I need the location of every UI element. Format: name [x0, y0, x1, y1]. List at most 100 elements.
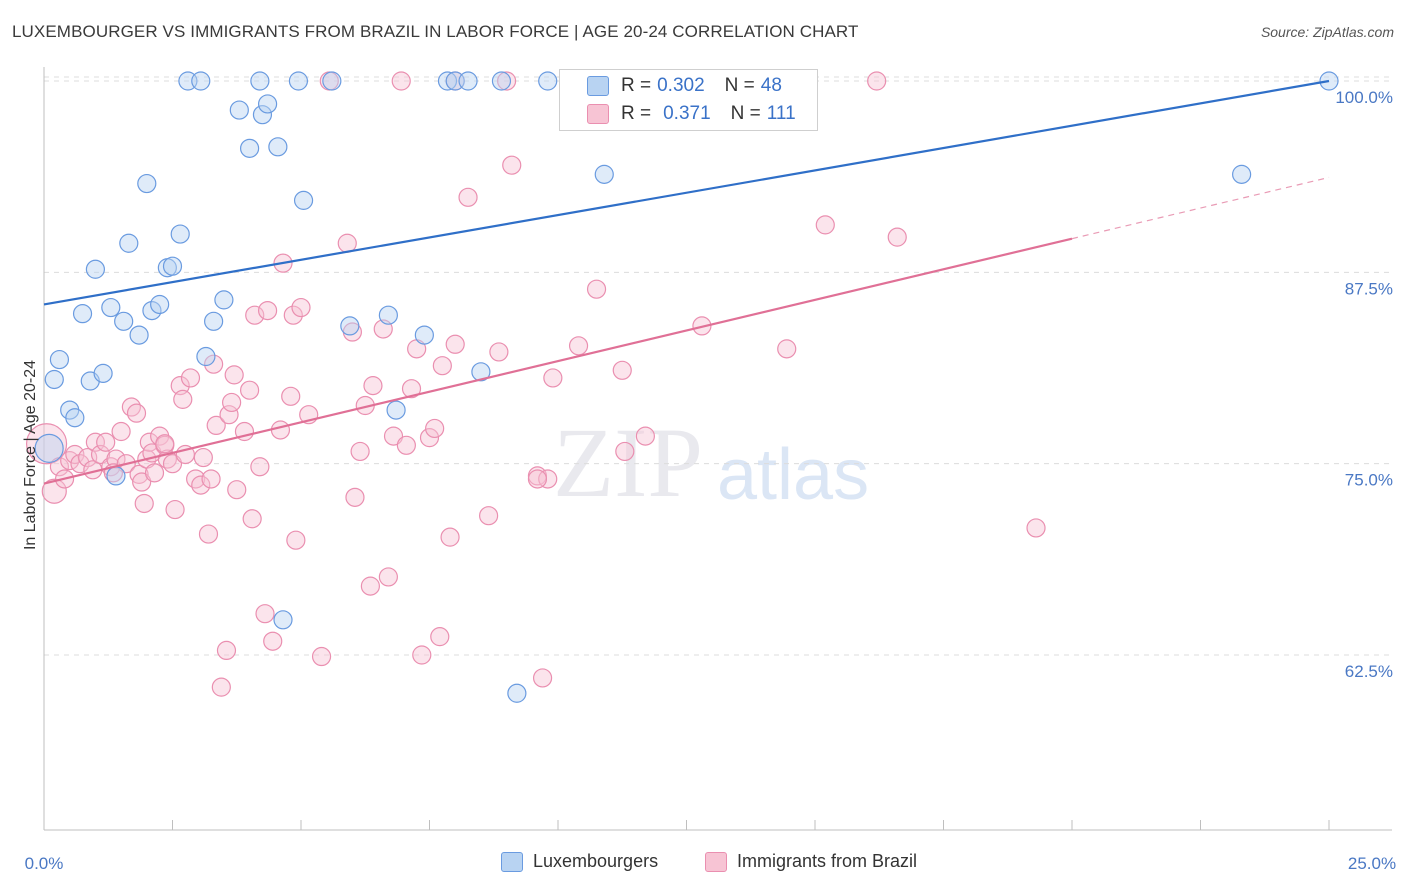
data-point [111, 421, 131, 442]
chart-title: LUXEMBOURGER VS IMMIGRANTS FROM BRAZIL I… [12, 22, 859, 41]
data-point [224, 365, 244, 385]
data-point [85, 259, 106, 279]
legend-swatch-brazil [587, 104, 609, 124]
data-point [204, 354, 224, 374]
data-point [252, 105, 273, 125]
data-point [114, 311, 134, 331]
legend-item-luxembourgers[interactable]: Luxembourgers [501, 851, 658, 872]
data-point [206, 415, 226, 435]
data-point [425, 418, 445, 439]
r-label: R = [621, 103, 652, 124]
x-tick-label-max: 25.0% [1348, 854, 1396, 873]
data-point [214, 290, 234, 310]
data-point [440, 527, 460, 547]
grid [44, 76, 1392, 656]
series-luxembourgers-points [34, 71, 1339, 703]
data-point [471, 362, 491, 382]
data-point [386, 400, 406, 420]
data-point [216, 640, 237, 661]
legend-label-luxembourgers: Luxembourgers [533, 851, 659, 871]
r-value: 0.302 [657, 75, 705, 96]
data-point [229, 100, 249, 120]
data-point [106, 466, 126, 486]
series-brazil-points [25, 71, 1046, 697]
legend-label-brazil: Immigrants from Brazil [737, 851, 918, 871]
stats-legend-row-brazil: R = 0.371 N = 111 [560, 101, 796, 127]
data-point [191, 475, 211, 495]
data-point [867, 71, 887, 91]
data-point [240, 380, 260, 400]
data-point [211, 677, 231, 697]
data-point [430, 627, 450, 647]
data-point [162, 256, 183, 276]
data-point [41, 478, 67, 504]
legend-swatch-brazil [705, 851, 727, 872]
data-point [85, 432, 106, 452]
data-point [198, 524, 219, 544]
data-point [322, 71, 342, 91]
data-point [129, 325, 149, 345]
data-point [396, 435, 416, 455]
data-point [257, 301, 278, 321]
y-tick-label: 75.0% [1345, 471, 1393, 490]
y-tick-labels: 62.5% 75.0% 87.5% 100.0% [1335, 88, 1393, 681]
data-point [635, 426, 655, 446]
y-tick-label: 100.0% [1335, 88, 1393, 107]
data-point [612, 360, 632, 380]
axes [43, 67, 1392, 831]
data-point [93, 363, 113, 383]
x-ticks [43, 820, 1330, 830]
data-point [281, 386, 301, 406]
data-point [586, 279, 607, 299]
data-point [270, 420, 291, 440]
data-point [311, 646, 332, 667]
data-point [491, 71, 512, 91]
data-point [222, 392, 242, 413]
data-point [458, 71, 478, 91]
regression-line-luxembourgers [43, 79, 1330, 306]
data-point [594, 164, 614, 184]
data-point [507, 683, 527, 703]
data-point [419, 428, 440, 448]
data-point [414, 325, 434, 345]
data-point [568, 336, 589, 356]
data-point [245, 305, 265, 325]
data-point [378, 305, 398, 325]
y-tick-label: 62.5% [1345, 662, 1393, 681]
data-point [242, 509, 262, 529]
data-point [144, 463, 165, 483]
data-point [412, 645, 432, 665]
legend-item-brazil[interactable]: Immigrants from Brazil [705, 851, 917, 872]
data-point [134, 493, 154, 514]
n-value: 111 [766, 103, 796, 124]
y-axis-label: In Labor Force | Age 20-24 [22, 360, 39, 550]
data-point [173, 389, 193, 409]
regression-extension-brazil [1071, 176, 1330, 240]
data-point [250, 457, 270, 477]
data-point [129, 464, 149, 484]
data-point [49, 349, 70, 370]
data-point [283, 305, 303, 325]
data-point [155, 434, 175, 454]
data-point [286, 530, 306, 550]
data-point [538, 469, 558, 489]
data-point [255, 604, 275, 624]
data-point [121, 397, 141, 417]
legend-swatch-luxembourgers [501, 851, 523, 872]
data-point [142, 301, 162, 321]
data-point [532, 668, 553, 688]
data-point [101, 297, 121, 318]
data-point [538, 71, 558, 91]
data-point [263, 631, 283, 651]
data-point [90, 444, 111, 465]
data-point [345, 487, 365, 507]
data-point [363, 376, 383, 396]
data-point [65, 408, 85, 428]
data-point [288, 71, 309, 91]
data-point [378, 567, 398, 587]
data-point [257, 94, 278, 114]
data-point [360, 576, 380, 596]
x-tick-label-min: 0.0% [25, 854, 64, 873]
watermark-atlas: atlas [717, 435, 870, 515]
data-point [219, 405, 239, 425]
